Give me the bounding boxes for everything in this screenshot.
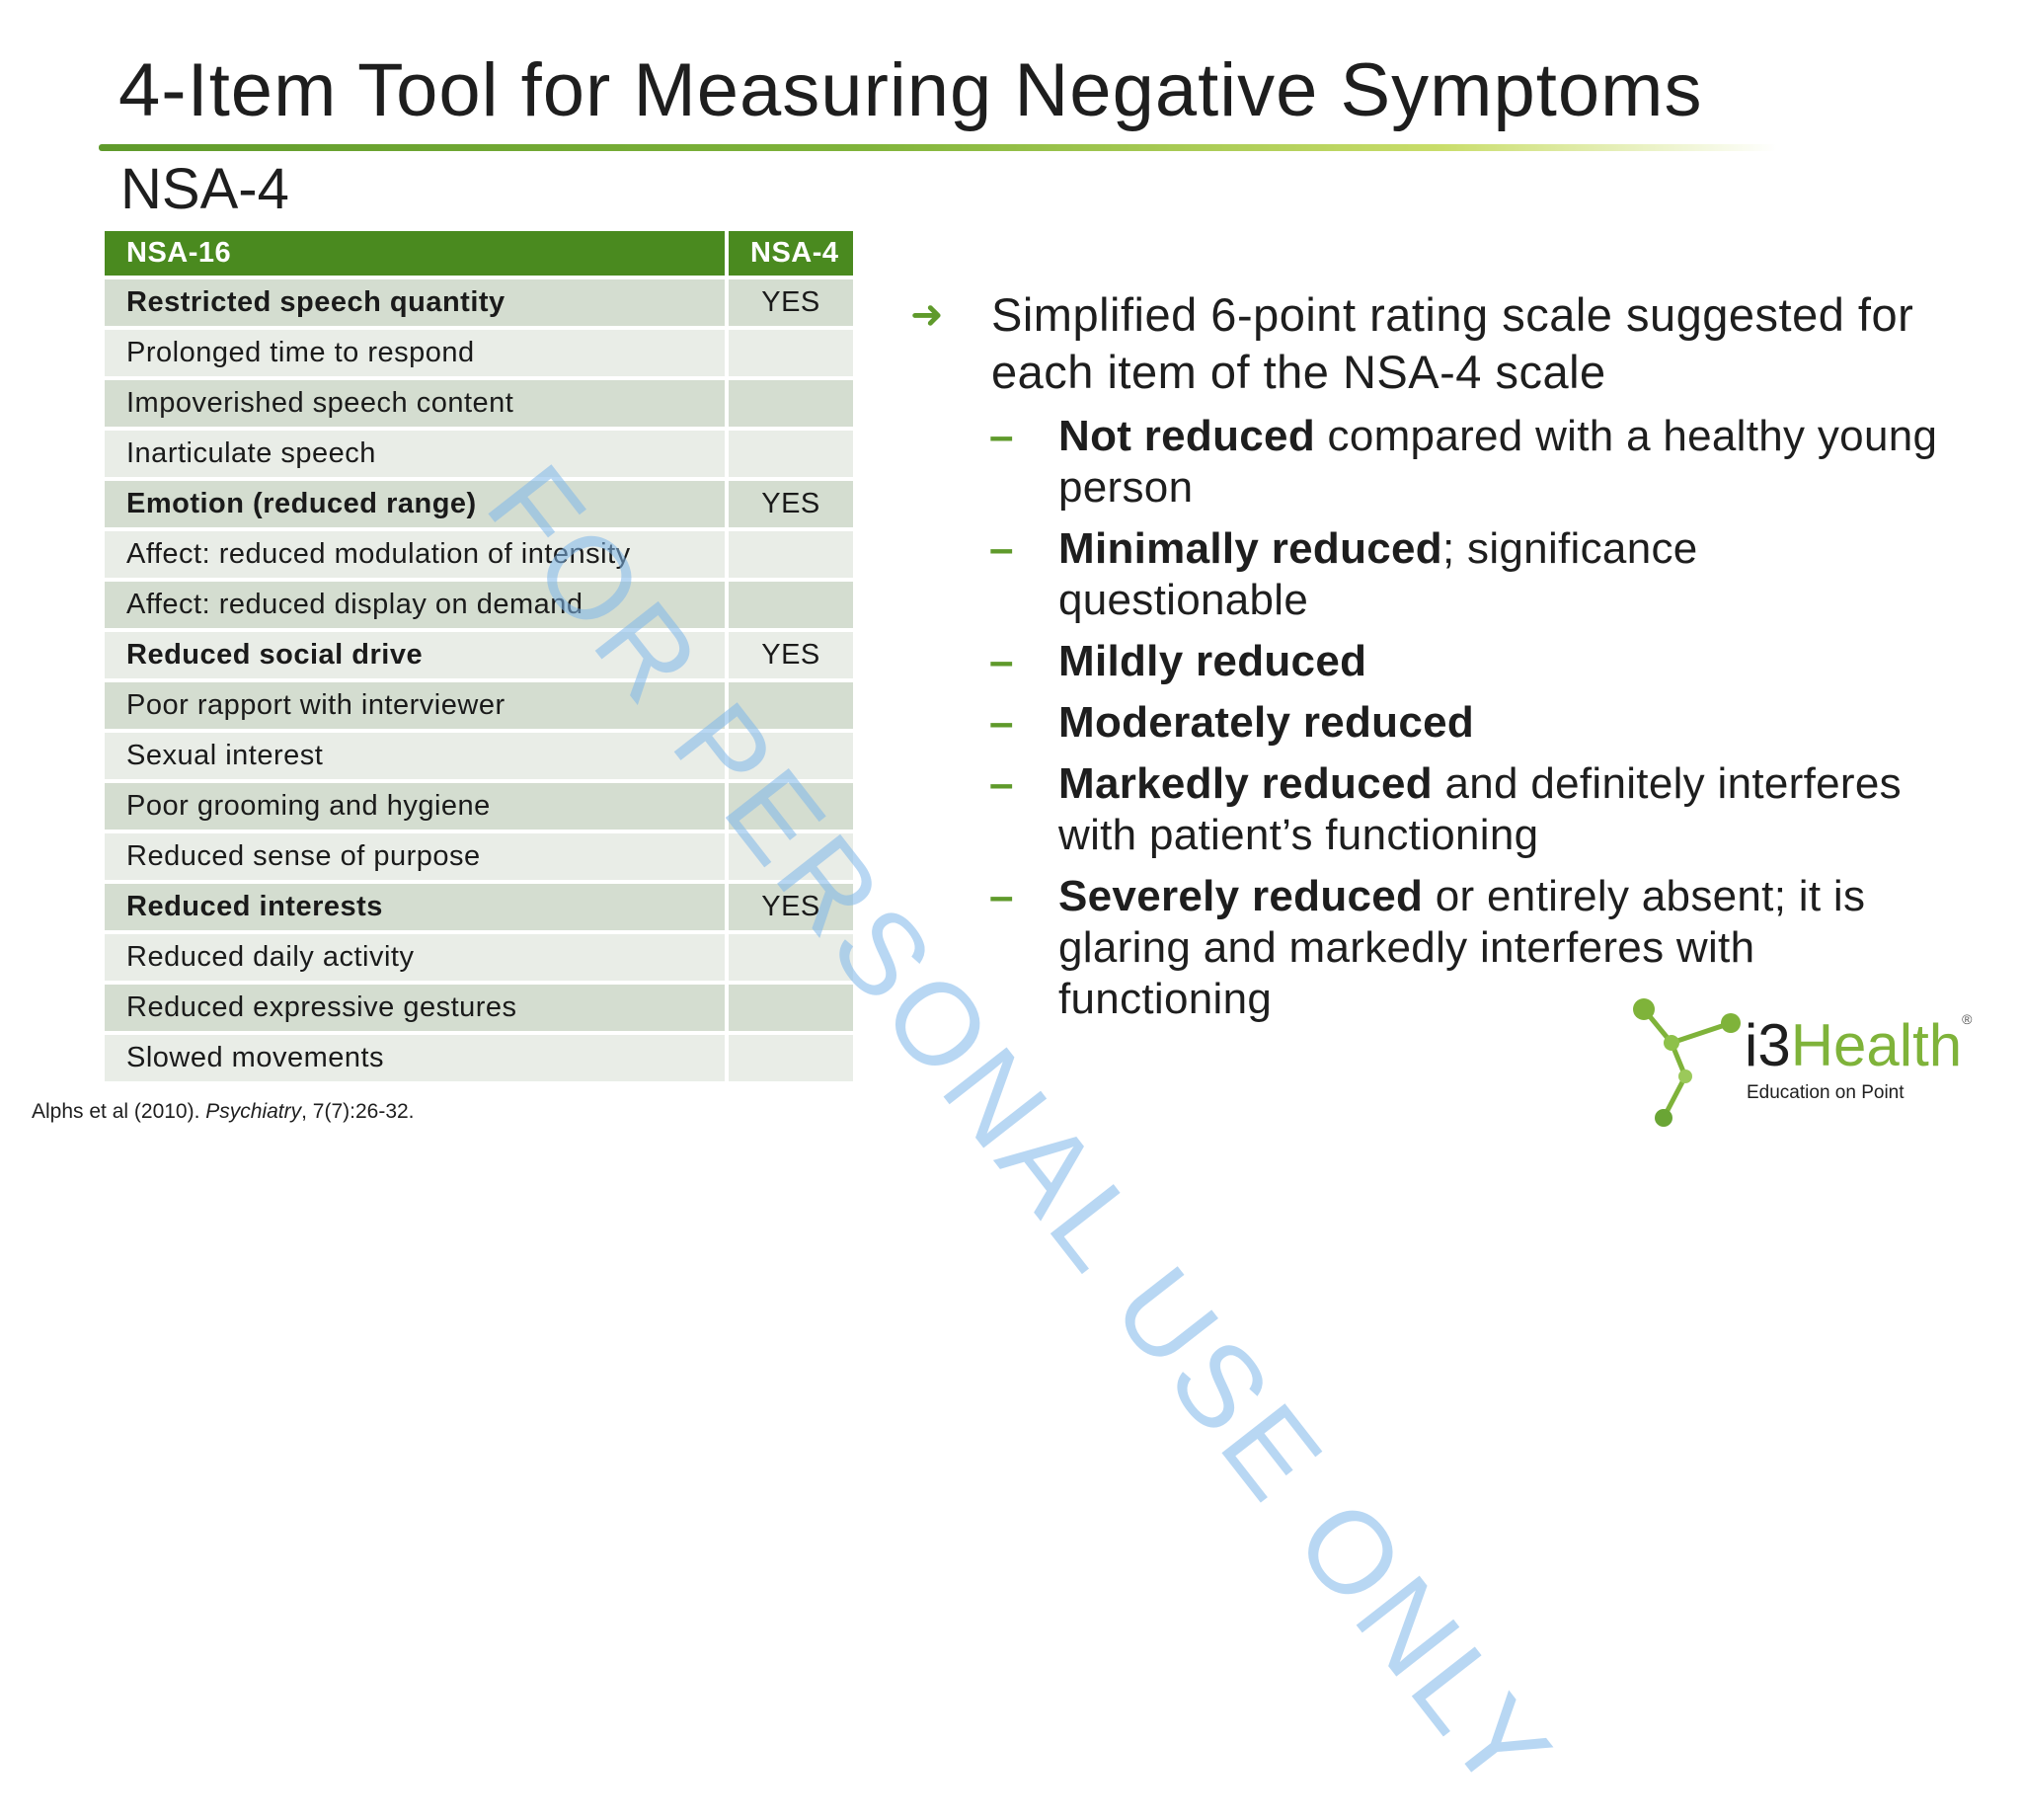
- nsa4-flag: [727, 580, 857, 632]
- dash-icon: –: [989, 637, 1014, 685]
- nsa4-flag: [727, 983, 857, 1035]
- sub-bullet: – Severely reduced or entirely absent; it…: [908, 871, 1955, 1025]
- table-row: Restricted speech quantity YES: [105, 277, 857, 330]
- nsa16-item: Reduced interests: [105, 882, 729, 934]
- table-row: Reduced expressive gestures: [105, 983, 857, 1035]
- header-nsa4: NSA-4: [727, 231, 857, 279]
- arrow-icon: ➜: [910, 293, 945, 337]
- nsa16-item: Affect: reduced display on demand: [105, 580, 729, 632]
- nsa16-item: Reduced social drive: [105, 630, 729, 682]
- sub-bullet-bold: Markedly reduced: [1058, 759, 1433, 808]
- sub-bullet-text: and definitely interferes with patient’s…: [1058, 759, 1902, 859]
- table-row: Reduced interests YES: [105, 882, 857, 934]
- nsa4-flag: [727, 932, 857, 985]
- bullet-list: ➜ Simplified 6-point rating scale sugges…: [908, 286, 1955, 1025]
- sub-bullet-text: ; significance questionable: [1058, 524, 1698, 624]
- nsa4-flag: [727, 731, 857, 783]
- nsa16-item: Impoverished speech content: [105, 378, 729, 431]
- logo-prefix: i3: [1745, 1012, 1791, 1078]
- table-row: Poor rapport with interviewer: [105, 680, 857, 733]
- nsa16-item: Reduced sense of purpose: [105, 831, 729, 884]
- nsa4-flag: YES: [727, 277, 857, 330]
- nsa4-flag: YES: [727, 630, 857, 682]
- i3health-logo: i3Health® Education on Point: [1624, 991, 2009, 1130]
- nsa16-item: Reduced daily activity: [105, 932, 729, 985]
- nsa4-flag: [727, 378, 857, 431]
- table-row: Sexual interest: [105, 731, 857, 783]
- sub-bullet-text: or entirely absent; it is glaring and ma…: [1058, 872, 1866, 1023]
- table-row: Inarticulate speech: [105, 429, 857, 481]
- nsa16-item: Affect: reduced modulation of intensity: [105, 529, 729, 582]
- table-row: Affect: reduced display on demand: [105, 580, 857, 632]
- sub-bullet-bold: Severely reduced: [1058, 872, 1424, 920]
- sub-bullet: – Mildly reduced: [908, 636, 1955, 687]
- slide-title: 4-Item Tool for Measuring Negative Sympt…: [118, 48, 1703, 132]
- molecule-icon: [1633, 998, 1741, 1127]
- table-row: Emotion (reduced range) YES: [105, 479, 857, 531]
- nsa4-flag: [727, 429, 857, 481]
- registered-mark: ®: [1962, 1011, 1973, 1027]
- dash-icon: –: [989, 524, 1014, 573]
- nsa4-flag: [727, 1033, 857, 1085]
- nsa4-flag: [727, 680, 857, 733]
- main-bullet-text: Simplified 6-point rating scale suggeste…: [991, 288, 1914, 398]
- nsa4-flag: [727, 529, 857, 582]
- main-bullet: ➜ Simplified 6-point rating scale sugges…: [908, 286, 1955, 401]
- citation-authors: Alphs et al (2010).: [32, 1100, 206, 1123]
- table-header-row: NSA-16 NSA-4: [105, 231, 857, 279]
- dash-icon: –: [989, 872, 1014, 920]
- dash-icon: –: [989, 412, 1014, 460]
- nsa4-flag: [727, 831, 857, 884]
- sub-bullet-list: – Not reduced compared with a healthy you…: [908, 411, 1955, 1025]
- logo-tagline: Education on Point: [1747, 1082, 1905, 1103]
- nsa16-item: Poor grooming and hygiene: [105, 781, 729, 833]
- nsa16-item: Sexual interest: [105, 731, 729, 783]
- nsa4-flag: [727, 781, 857, 833]
- table-row: Reduced social drive YES: [105, 630, 857, 682]
- sub-bullet-bold: Minimally reduced: [1058, 524, 1442, 573]
- nsa4-flag: [727, 328, 857, 380]
- sub-bullet: – Moderately reduced: [908, 697, 1955, 749]
- dash-icon: –: [989, 698, 1014, 747]
- sub-bullet: – Not reduced compared with a healthy you…: [908, 411, 1955, 514]
- nsa16-item: Reduced expressive gestures: [105, 983, 729, 1035]
- table-row: Poor grooming and hygiene: [105, 781, 857, 833]
- table-row: Affect: reduced modulation of intensity: [105, 529, 857, 582]
- table-row: Impoverished speech content: [105, 378, 857, 431]
- sub-bullet-text: compared with a healthy young person: [1058, 412, 1938, 512]
- nsa16-item: Inarticulate speech: [105, 429, 729, 481]
- logo-name: Health: [1790, 1012, 1963, 1078]
- slide-subtitle: NSA-4: [120, 157, 289, 221]
- citation-journal: Psychiatry: [205, 1100, 302, 1123]
- nsa16-item: Poor rapport with interviewer: [105, 680, 729, 733]
- table-body: Restricted speech quantity YES Prolonged t…: [105, 277, 857, 1085]
- sub-bullet-bold: Mildly reduced: [1058, 637, 1367, 685]
- nsa4-flag: YES: [727, 882, 857, 934]
- sub-bullet: – Markedly reduced and definitely interfe…: [908, 758, 1955, 861]
- header-nsa16: NSA-16: [105, 231, 729, 279]
- title-divider: [99, 144, 1777, 151]
- dash-icon: –: [989, 759, 1014, 808]
- logo-wordmark: i3Health®: [1745, 1011, 1972, 1079]
- nsa16-item: Restricted speech quantity: [105, 277, 729, 330]
- citation-ref: , 7(7):26-32.: [301, 1100, 415, 1123]
- table-row: Reduced daily activity: [105, 932, 857, 985]
- table-row: Prolonged time to respond: [105, 328, 857, 380]
- sub-bullet: – Minimally reduced; significance questio…: [908, 523, 1955, 626]
- sub-bullet-bold: Moderately reduced: [1058, 698, 1475, 747]
- table-row: Slowed movements: [105, 1033, 857, 1085]
- nsa16-item: Prolonged time to respond: [105, 328, 729, 380]
- citation: Alphs et al (2010). Psychiatry, 7(7):26-…: [32, 1100, 415, 1124]
- sub-bullet-bold: Not reduced: [1058, 412, 1315, 460]
- nsa-table: NSA-16 NSA-4 Restricted speech quantity Y…: [105, 231, 857, 1085]
- nsa4-flag: YES: [727, 479, 857, 531]
- table-row: Reduced sense of purpose: [105, 831, 857, 884]
- nsa16-item: Slowed movements: [105, 1033, 729, 1085]
- nsa16-item: Emotion (reduced range): [105, 479, 729, 531]
